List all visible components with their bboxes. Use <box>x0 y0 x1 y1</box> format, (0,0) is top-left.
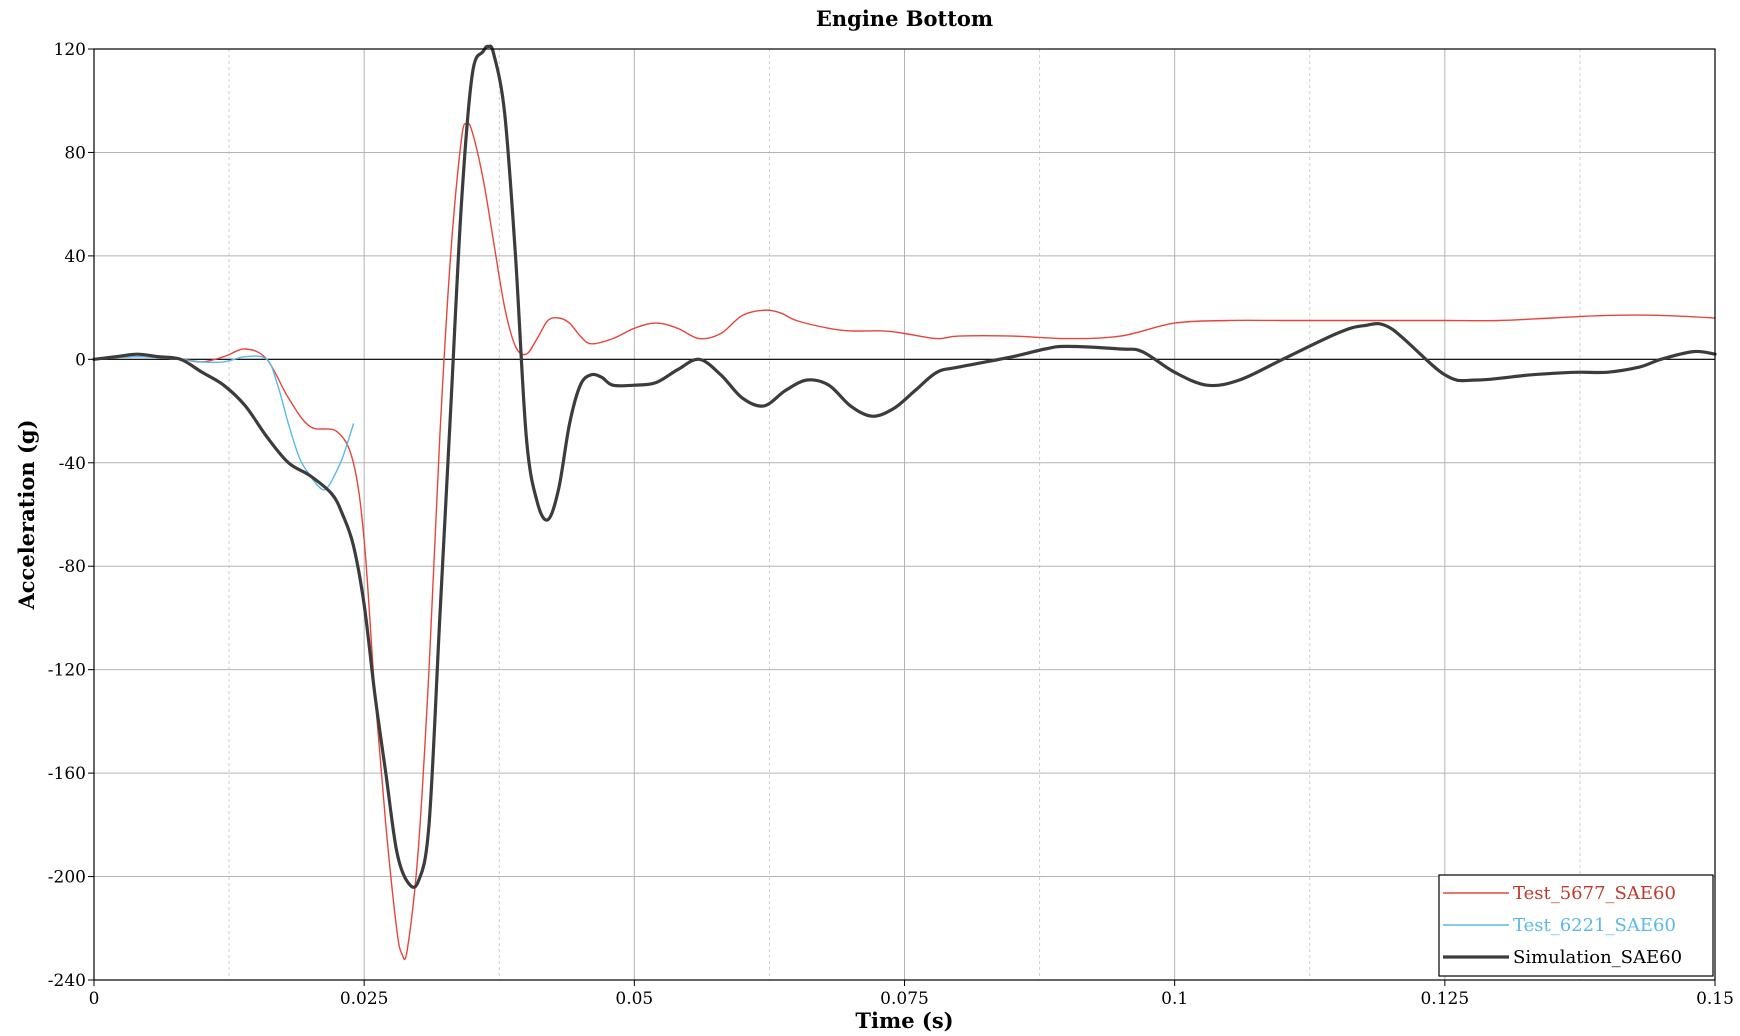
y-tick-label: -240 <box>48 971 86 991</box>
legend: Test_5677_SAE60 Test_6221_SAE60 Simulation… <box>1438 874 1714 977</box>
y-tick-label: -200 <box>48 868 86 888</box>
y-tick-label: -120 <box>48 661 86 681</box>
y-tick-label: -80 <box>59 557 86 577</box>
x-tick-label: 0.025 <box>340 989 389 1009</box>
x-tick-label: 0.125 <box>1420 989 1469 1009</box>
x-tick-label: 0.05 <box>615 989 653 1009</box>
y-tick-label: 120 <box>54 40 86 60</box>
y-tick-label: 80 <box>64 143 86 163</box>
chart-title: Engine Bottom <box>816 6 993 31</box>
legend-label: Simulation_SAE60 <box>1513 947 1682 968</box>
legend-label: Test_6221_SAE60 <box>1513 915 1676 936</box>
x-tick-label: 0.15 <box>1696 989 1734 1009</box>
y-tick-label: 40 <box>64 247 86 267</box>
x-tick-label: 0.1 <box>1161 989 1188 1009</box>
series-line-simulation-sae60 <box>92 44 1717 889</box>
series-line-test-5677-sae60 <box>93 122 1716 961</box>
y-tick-label: -160 <box>48 764 86 784</box>
legend-label: Test_5677_SAE60 <box>1513 883 1676 904</box>
x-tick-label: 0 <box>89 989 100 1009</box>
series-layer <box>92 44 1717 961</box>
x-tick-label: 0.075 <box>880 989 929 1009</box>
y-axis-label: Acceleration (g) <box>14 419 39 610</box>
y-tick-label: 0 <box>75 350 86 370</box>
x-axis-label: Time (s) <box>855 1008 953 1033</box>
tick-labels: 0 0.025 0.05 0.075 0.1 0.125 0.15 120 80 40 0 -40 -8… <box>48 40 1734 1009</box>
y-tick-label: -40 <box>59 454 86 474</box>
series-line-test-6221-sae60 <box>93 355 355 491</box>
